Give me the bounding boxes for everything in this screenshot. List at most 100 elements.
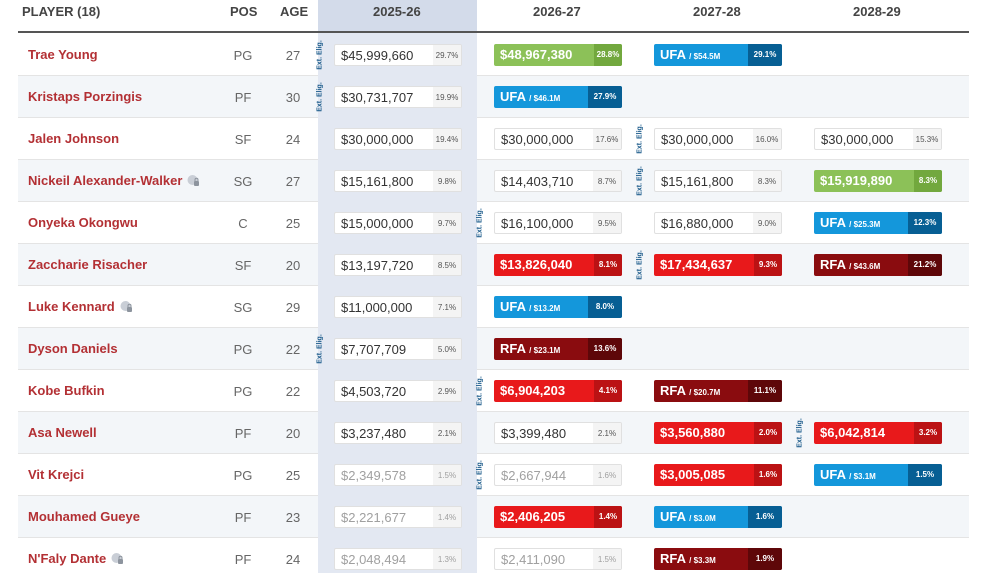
salary-cell-2025-26[interactable]: $2,349,578 1.5% [334, 464, 462, 486]
salary-cell-2026-27[interactable]: $30,000,000 17.6% [494, 128, 622, 150]
salary-cell-2027-28[interactable]: UFA / $54.5M 29.1% [654, 44, 782, 66]
salary-cell-2025-26[interactable]: $30,000,000 19.4% [334, 128, 462, 150]
cap-percentage: 9.3% [754, 254, 782, 276]
pos-column-header[interactable]: POS [230, 4, 258, 19]
salary-cell-2026-27[interactable]: $14,403,710 8.7% [494, 170, 622, 192]
player-name-text[interactable]: Kobe Bufkin [28, 383, 105, 398]
player-name-link[interactable]: Onyeka Okongwu [28, 215, 138, 230]
salary-cell-2025-26[interactable]: $7,707,709 5.0% [334, 338, 462, 360]
table-row: Luke Kennard SG 29 $11,000,000 7.1% UFA / $13… [18, 286, 969, 328]
season-header-2028-29[interactable]: 2028-29 [853, 4, 901, 19]
salary-cell-2027-28[interactable]: $16,880,000 9.0% [654, 212, 782, 234]
salary-cell-2026-27[interactable]: RFA / $23.1M 13.6% [494, 338, 622, 360]
age-column-header[interactable]: AGE [280, 4, 309, 19]
salary-cell-2025-26[interactable]: $15,000,000 9.7% [334, 212, 462, 234]
player-name-link[interactable]: N'Faly Dante [28, 551, 124, 566]
free-agency-value: RFA / $23.1M [494, 338, 588, 360]
salary-cell-2026-27[interactable]: UFA / $13.2M 8.0% [494, 296, 622, 318]
player-name-text[interactable]: Onyeka Okongwu [28, 215, 138, 230]
trade-restriction-icon [120, 300, 133, 313]
salary-amount: $45,999,660 [341, 48, 414, 63]
player-position: C [238, 216, 248, 231]
salary-cell-2027-28[interactable]: $30,000,000 16.0% [654, 128, 782, 150]
player-name-link[interactable]: Kobe Bufkin [28, 383, 105, 398]
player-name-text[interactable]: Nickeil Alexander-Walker [28, 173, 183, 188]
salary-cell-2026-27[interactable]: $2,667,944 1.6% [494, 464, 622, 486]
salary-cell-2028-29[interactable]: $30,000,000 15.3% [814, 128, 942, 150]
player-name-text[interactable]: Zaccharie Risacher [28, 257, 148, 272]
player-name-link[interactable]: Nickeil Alexander-Walker [28, 173, 200, 188]
salary-cell-2027-28[interactable]: RFA / $3.3M 1.9% [654, 548, 782, 570]
salary-cell-2027-28[interactable]: $17,434,637 9.3% [654, 254, 782, 276]
salary-cell-2027-28[interactable]: $3,005,085 1.6% [654, 464, 782, 486]
player-name-link[interactable]: Jalen Johnson [28, 131, 119, 146]
player-name-link[interactable]: Zaccharie Risacher [28, 257, 147, 272]
salary-cell-2028-29[interactable]: UFA / $25.3M 12.3% [814, 212, 942, 234]
salary-cell-2027-28[interactable]: $3,560,880 2.0% [654, 422, 782, 444]
extension-eligible-label: Ext. Elig. [636, 166, 644, 196]
salary-cell-2026-27[interactable]: UFA / $46.1M 27.9% [494, 86, 622, 108]
cap-percentage: 2.1% [593, 423, 621, 443]
cap-percentage: 15.3% [913, 129, 941, 149]
player-name-link[interactable]: Mouhamed Gueye [28, 509, 140, 524]
salary-cell-2025-26[interactable]: $45,999,660 29.7% [334, 44, 462, 66]
player-name-text[interactable]: Asa Newell [28, 425, 97, 440]
salary-cell-2027-28[interactable]: $15,161,800 8.3% [654, 170, 782, 192]
season-header-2027-28[interactable]: 2027-28 [693, 4, 741, 19]
table-row: Nickeil Alexander-Walker SG 27 Ext. Elig. $1… [18, 160, 969, 202]
salary-cell-2028-29[interactable]: $6,042,814 3.2% [814, 422, 942, 444]
player-name-text[interactable]: Trae Young [28, 47, 98, 62]
salary-cell-2025-26[interactable]: $15,161,800 9.8% [334, 170, 462, 192]
salary-cell-2026-27[interactable]: $6,904,203 4.1% [494, 380, 622, 402]
salary-cell-2026-27[interactable]: $16,100,000 9.5% [494, 212, 622, 234]
salary-cell-2025-26[interactable]: $2,048,494 1.3% [334, 548, 462, 570]
salary-cell-2026-27[interactable]: $3,399,480 2.1% [494, 422, 622, 444]
table-row: Mouhamed Gueye PF 23 $2,221,677 1.4% $2,406,2… [18, 496, 969, 538]
extension-eligible-label: Ext. Elig. [636, 124, 644, 154]
salary-amount: $6,042,814 [820, 425, 886, 440]
salary-cell-2027-28[interactable]: UFA / $3.0M 1.6% [654, 506, 782, 528]
cap-percentage: 8.1% [594, 254, 622, 276]
season-header-2026-27[interactable]: 2026-27 [533, 4, 581, 19]
salary-cell-2025-26[interactable]: $4,503,720 2.9% [334, 380, 462, 402]
player-name-text[interactable]: Luke Kennard [28, 299, 115, 314]
player-name-text[interactable]: Dyson Daniels [28, 341, 118, 356]
extension-eligible-label: Ext. Elig. [316, 82, 324, 112]
salary-cell-2027-28[interactable]: RFA / $20.7M 11.1% [654, 380, 782, 402]
cap-percentage: 1.4% [433, 507, 461, 527]
salary-cell-2026-27[interactable]: $2,406,205 1.4% [494, 506, 622, 528]
player-name-text[interactable]: N'Faly Dante [28, 551, 107, 566]
table-row: Kristaps Porzingis PF 30 Ext. Elig. $30,731,… [18, 76, 969, 118]
player-name-link[interactable]: Luke Kennard [28, 299, 133, 314]
player-name-link[interactable]: Kristaps Porzingis [28, 89, 142, 104]
salary-cell-2025-26[interactable]: $2,221,677 1.4% [334, 506, 462, 528]
salary-cell-2025-26[interactable]: $13,197,720 8.5% [334, 254, 462, 276]
player-name-link[interactable]: Asa Newell [28, 425, 97, 440]
cap-percentage: 16.0% [753, 129, 781, 149]
player-name-text[interactable]: Mouhamed Gueye [28, 509, 140, 524]
salary-cell-2026-27[interactable]: $48,967,380 28.8% [494, 44, 622, 66]
salary-cell-2028-29[interactable]: $15,919,890 8.3% [814, 170, 942, 192]
player-name-link[interactable]: Trae Young [28, 47, 98, 62]
player-name-text[interactable]: Kristaps Porzingis [28, 89, 143, 104]
player-name-text[interactable]: Jalen Johnson [28, 131, 120, 146]
salary-cell-2025-26[interactable]: $11,000,000 7.1% [334, 296, 462, 318]
salary-cell-2026-27[interactable]: $2,411,090 1.5% [494, 548, 622, 570]
cap-percentage: 9.0% [753, 213, 781, 233]
salary-cell-2028-29[interactable]: RFA / $43.6M 21.2% [814, 254, 942, 276]
free-agency-value: RFA / $43.6M [814, 254, 908, 276]
player-name-text[interactable]: Vit Krejci [28, 467, 85, 482]
table-header: PLAYER (18) POS AGE 2025-26 2026-27 2027… [0, 0, 983, 33]
table-row: Onyeka Okongwu C 25 Ext. Elig. $15,000,000 9.… [18, 202, 969, 244]
salary-amount: $30,731,707 [341, 90, 414, 105]
extension-eligible-marker: Ext. Elig. [635, 162, 645, 200]
salary-amount: $15,161,800 [661, 174, 734, 189]
salary-cell-2025-26[interactable]: $3,237,480 2.1% [334, 422, 462, 444]
player-name-link[interactable]: Dyson Daniels [28, 341, 118, 356]
salary-cell-2025-26[interactable]: $30,731,707 19.9% [334, 86, 462, 108]
salary-cell-2026-27[interactable]: $13,826,040 8.1% [494, 254, 622, 276]
season-header-2025-26[interactable]: 2025-26 [373, 4, 421, 19]
player-column-header[interactable]: PLAYER (18) [22, 4, 101, 19]
player-name-link[interactable]: Vit Krejci [28, 467, 84, 482]
salary-cell-2028-29[interactable]: UFA / $3.1M 1.5% [814, 464, 942, 486]
